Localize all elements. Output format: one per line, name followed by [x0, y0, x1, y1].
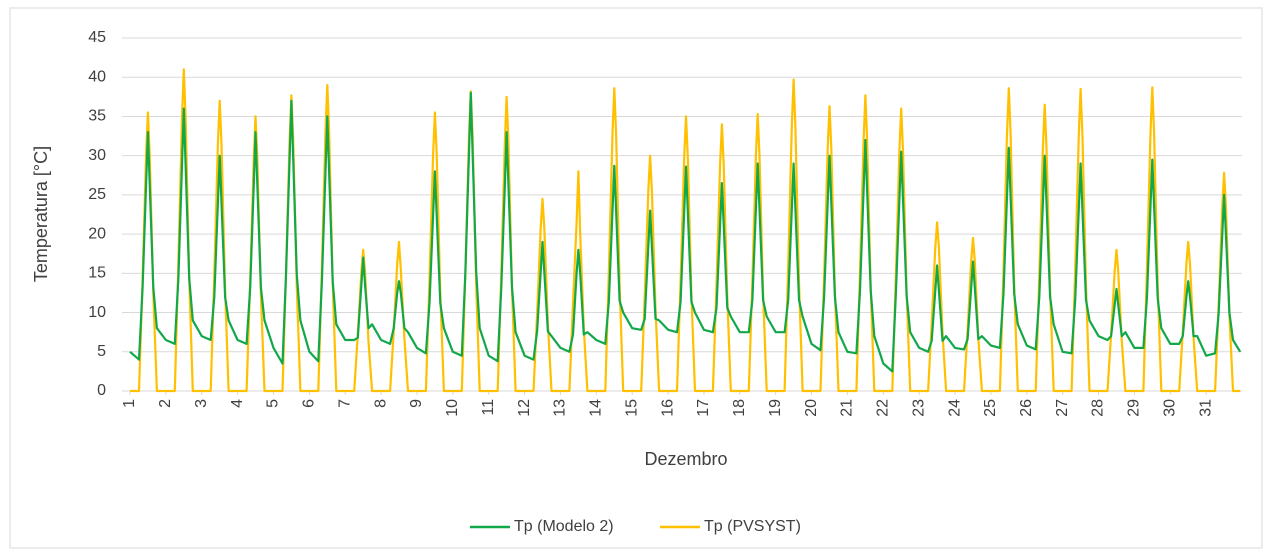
y-tick-label: 30 — [88, 147, 106, 164]
x-tick-label: 17 — [695, 399, 712, 417]
x-tick-label: 29 — [1126, 399, 1143, 417]
x-tick-label: 26 — [1018, 399, 1035, 417]
y-tick-label: 20 — [88, 225, 106, 242]
x-tick-label: 21 — [839, 399, 856, 417]
x-tick-label: 25 — [982, 399, 999, 417]
x-tick-label: 19 — [767, 399, 784, 417]
chart-frame — [9, 7, 1263, 549]
x-tick-label: 4 — [229, 399, 246, 408]
x-tick-label: 8 — [372, 399, 389, 408]
x-tick-label: 30 — [1161, 399, 1178, 417]
x-tick-label: 3 — [193, 399, 210, 408]
x-tick-label: 13 — [552, 399, 569, 417]
y-tick-label: 0 — [97, 382, 106, 399]
x-tick-label: 6 — [301, 399, 318, 408]
x-tick-label: 28 — [1090, 399, 1107, 417]
y-tick-label: 40 — [88, 68, 106, 85]
x-tick-label: 15 — [623, 399, 640, 417]
x-tick-label: 12 — [516, 399, 533, 417]
legend-label: Tp (Modelo 2) — [514, 518, 614, 535]
x-tick-label: 20 — [803, 399, 820, 417]
x-tick-label: 27 — [1054, 399, 1071, 417]
x-tick-label: 7 — [336, 399, 353, 408]
x-tick-label: 24 — [946, 399, 963, 417]
x-tick-label: 18 — [731, 399, 748, 417]
y-tick-label: 10 — [88, 304, 106, 321]
x-tick-label: 11 — [480, 399, 497, 416]
x-tick-label: 14 — [588, 399, 605, 417]
x-tick-label: 16 — [659, 399, 676, 417]
y-tick-label: 45 — [88, 29, 106, 46]
x-tick-label: 22 — [875, 399, 892, 417]
y-tick-label: 15 — [88, 265, 106, 282]
x-tick-label: 31 — [1197, 399, 1214, 417]
y-tick-label: 5 — [97, 343, 106, 360]
series-line — [129, 91, 1242, 373]
y-tick-label: 25 — [88, 186, 106, 203]
legend-label: Tp (PVSYST) — [704, 518, 801, 535]
x-tick-label: 9 — [408, 399, 425, 408]
x-tick-label: 23 — [910, 399, 927, 417]
x-tick-label: 10 — [444, 399, 461, 417]
x-tick-label: 1 — [121, 399, 138, 408]
y-axis-title: Temperatura [°C] — [31, 146, 51, 282]
x-tick-label: 2 — [157, 399, 174, 408]
x-axis-title: Dezembro — [644, 449, 727, 469]
x-tick-label: 5 — [265, 399, 282, 408]
y-tick-label: 35 — [88, 108, 106, 125]
